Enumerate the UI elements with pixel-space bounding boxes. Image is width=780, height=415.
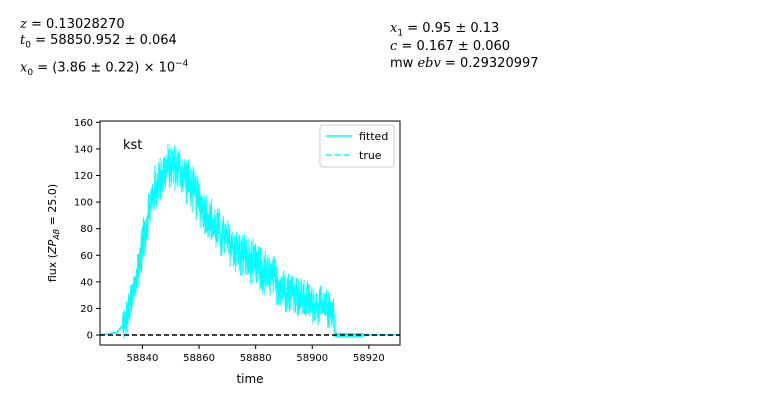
y-axis-label-var: ZP [46, 239, 59, 255]
param-z: z = 0.13028270 [20, 17, 125, 32]
y-tick-label: 60 [80, 251, 93, 262]
param-c: c = 0.167 ± 0.060 [390, 39, 511, 54]
axes-frame [99, 120, 401, 346]
x-axis-label: time [236, 372, 263, 386]
legend: fitted true [319, 124, 395, 168]
param-x1: x1 = 0.95 ± 0.13 [390, 21, 500, 39]
param-c-value: 0.167 ± 0.060 [416, 39, 511, 54]
model-layer [100, 165, 400, 336]
y-tick-label: 0 [87, 331, 93, 342]
y-tick-label: 100 [74, 198, 93, 209]
legend-label-fitted: fitted [359, 130, 388, 143]
param-mwebv: mw ebv = 0.29320997 [390, 56, 539, 71]
y-tick-label: 120 [74, 171, 93, 182]
y-axis-label: flux (ZPAB = 25.0) [46, 184, 61, 282]
param-x1-value: 0.95 ± 0.13 [422, 21, 500, 36]
param-x0-exponent: −4 [175, 59, 189, 69]
param-x0-value: (3.86 ± 0.22) × 10 [52, 60, 176, 76]
param-x0: x0 = (3.86 ± 0.22) × 10−4 [20, 59, 189, 78]
legend-label-true: true [359, 149, 382, 162]
y-axis-label-suffix: = 25.0) [46, 184, 59, 229]
series-true-line [100, 165, 400, 336]
y-tick-label: 40 [80, 277, 93, 288]
param-mwebv-prefix: mw [390, 56, 414, 71]
x-tick-label: 58860 [183, 353, 215, 364]
x-tick-label: 58840 [127, 353, 159, 364]
y-tick-label: 140 [74, 144, 93, 155]
param-z-value: 0.13028270 [46, 17, 125, 32]
param-mwebv-value: 0.29320997 [459, 56, 539, 71]
y-tick-label: 80 [80, 224, 93, 235]
band-label: kst [123, 138, 142, 153]
param-mwebv-var: ebv [417, 56, 441, 71]
axis-ticks: 58840 58860 58880 58900 58920 0 20 40 60 80 100 120… [74, 118, 385, 364]
param-t0-value: 58850.952 ± 0.064 [50, 33, 177, 48]
y-tick-label: 160 [74, 118, 93, 129]
observed-flux-errorbars [122, 144, 334, 339]
x-tick-label: 58900 [296, 353, 328, 364]
x-tick-label: 58920 [353, 353, 385, 364]
y-tick-label: 20 [80, 304, 93, 315]
x-tick-label: 58880 [240, 353, 272, 364]
y-axis-label-sub: AB [52, 229, 61, 241]
param-t0: t0 = 58850.952 ± 0.064 [20, 33, 177, 51]
y-axis-label-prefix: flux ( [46, 254, 59, 282]
